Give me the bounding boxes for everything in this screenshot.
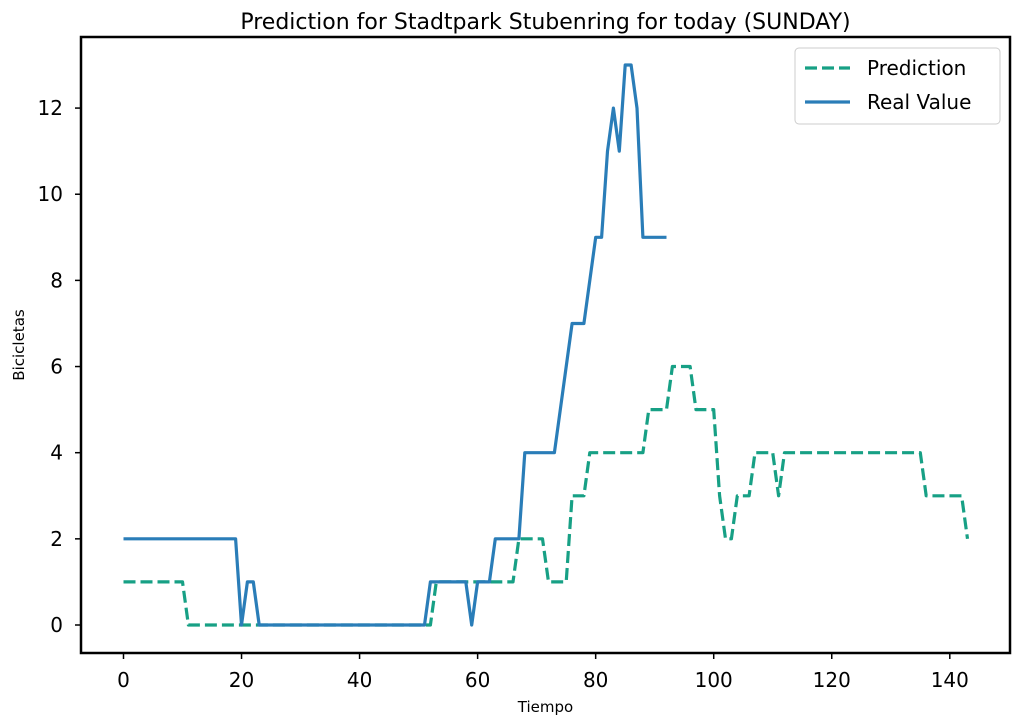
chart-title: Prediction for Stadtpark Stubenring for … (240, 10, 850, 35)
y-tick-label: 0 (50, 613, 63, 637)
series-line-real-value (123, 63, 667, 627)
x-tick-label: 140 (931, 668, 969, 692)
x-tick-label: 40 (347, 668, 372, 692)
legend-label-prediction: Prediction (867, 56, 966, 80)
y-axis-label: Bicicletas (10, 309, 28, 381)
y-tick-label: 12 (38, 96, 63, 120)
x-axis-label: Tiempo (517, 698, 573, 716)
y-tick-label: 4 (50, 441, 63, 465)
legend: Prediction Real Value (794, 47, 1001, 125)
x-tick-label: 20 (229, 668, 254, 692)
y-tick-label: 6 (50, 355, 63, 379)
y-ticks: 0 2 4 6 8 10 12 (38, 96, 81, 637)
y-tick-label: 8 (50, 268, 63, 292)
x-tick-label: 0 (117, 668, 130, 692)
x-ticks: 0 20 40 60 80 100 120 140 (117, 653, 969, 692)
x-tick-label: 120 (813, 668, 851, 692)
legend-label-real-value: Real Value (867, 90, 971, 114)
series-line-prediction (123, 364, 970, 627)
y-tick-label: 2 (50, 527, 63, 551)
plot-frame (79, 35, 1012, 655)
y-tick-label: 10 (38, 182, 63, 206)
x-tick-label: 80 (583, 668, 608, 692)
x-tick-label: 60 (465, 668, 490, 692)
x-tick-label: 100 (695, 668, 733, 692)
series-lines (123, 63, 970, 627)
